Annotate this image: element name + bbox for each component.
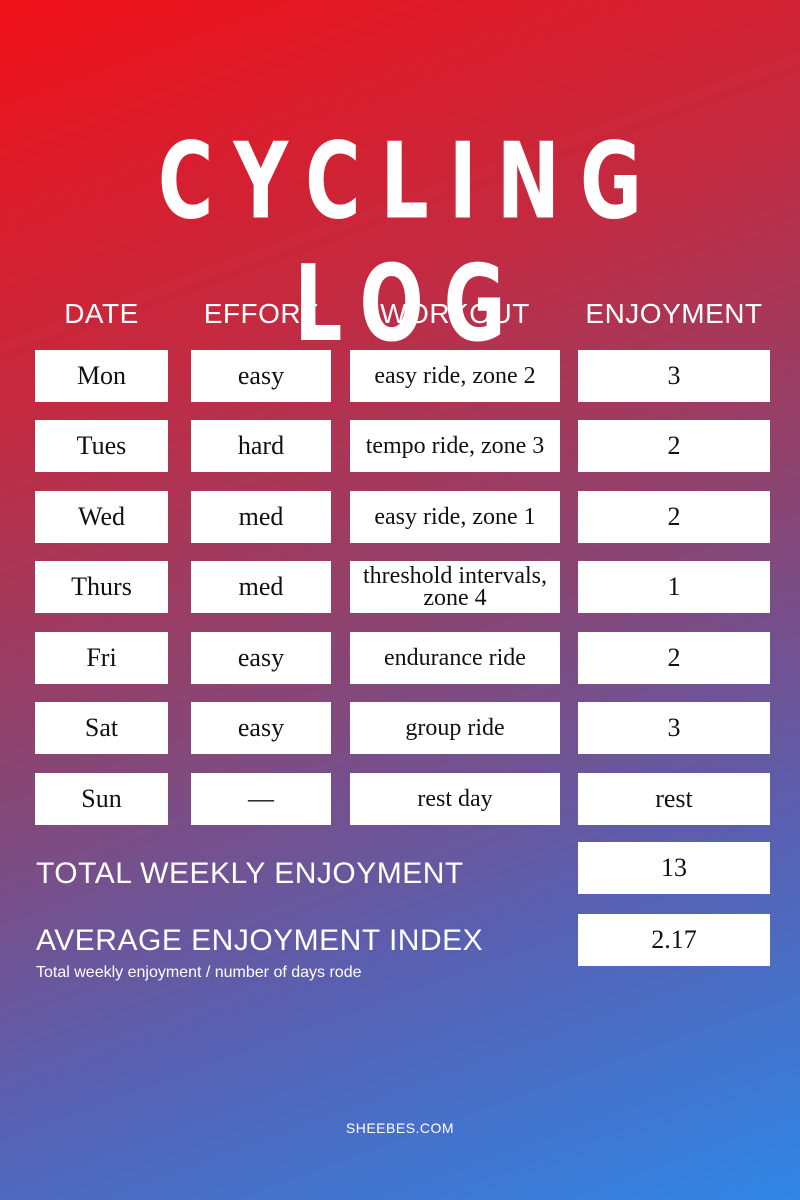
workout-cell: rest day xyxy=(350,773,560,825)
workout-cell: easy ride, zone 1 xyxy=(350,491,560,543)
effort-cell: med xyxy=(191,491,331,543)
workout-cell: threshold intervals, zone 4 xyxy=(350,561,560,613)
column-header-workout: WORKOUT xyxy=(380,298,530,329)
effort-cell: easy xyxy=(191,702,331,754)
date-cell: Wed xyxy=(35,491,168,543)
column-header-date: DATE xyxy=(64,298,139,329)
date-cell: Sat xyxy=(35,702,168,754)
date-cell: Fri xyxy=(35,632,168,684)
enjoyment-cell: 2 xyxy=(578,632,770,684)
effort-cell: — xyxy=(191,773,331,825)
date-cell: Thurs xyxy=(35,561,168,613)
page-title: CYCLING LOG xyxy=(157,120,663,365)
site-credit: SHEEBES.COM xyxy=(345,1120,455,1136)
column-header-enjoyment: ENJOYMENT xyxy=(585,298,763,329)
effort-cell: hard xyxy=(191,420,331,472)
enjoyment-cell: 2 xyxy=(578,491,770,543)
enjoyment-cell: rest xyxy=(578,773,770,825)
average-enjoyment-value: 2.17 xyxy=(578,914,770,966)
enjoyment-cell: 3 xyxy=(578,350,770,402)
average-enjoyment-label: AVERAGE ENJOYMENT INDEX xyxy=(36,924,484,957)
date-cell: Mon xyxy=(35,350,168,402)
workout-cell: group ride xyxy=(350,702,560,754)
date-cell: Sun xyxy=(35,773,168,825)
total-enjoyment-label: TOTAL WEEKLY ENJOYMENT xyxy=(36,857,464,890)
enjoyment-cell: 1 xyxy=(578,561,770,613)
workout-cell: endurance ride xyxy=(350,632,560,684)
column-header-effort: EFFORT xyxy=(203,298,319,329)
average-formula-note: Total weekly enjoyment / number of days … xyxy=(36,964,362,981)
effort-cell: easy xyxy=(191,350,331,402)
workout-cell: tempo ride, zone 3 xyxy=(350,420,560,472)
workout-cell: easy ride, zone 2 xyxy=(350,350,560,402)
total-enjoyment-value: 13 xyxy=(578,842,770,894)
effort-cell: med xyxy=(191,561,331,613)
date-cell: Tues xyxy=(35,420,168,472)
enjoyment-cell: 3 xyxy=(578,702,770,754)
effort-cell: easy xyxy=(191,632,331,684)
enjoyment-cell: 2 xyxy=(578,420,770,472)
